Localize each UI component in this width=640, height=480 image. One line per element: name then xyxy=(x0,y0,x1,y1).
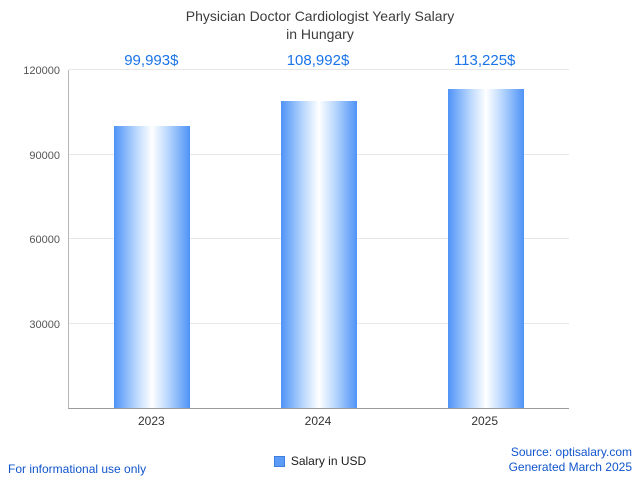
bar xyxy=(447,89,524,408)
chart-title-line1: Physician Doctor Cardiologist Yearly Sal… xyxy=(185,8,455,24)
y-tick-label: 60000 xyxy=(29,234,60,246)
bar-column-2024 xyxy=(236,70,403,408)
disclaimer-text: For informational use only xyxy=(8,462,147,476)
x-tick-label: 2023 xyxy=(137,414,165,428)
legend-label: Salary in USD xyxy=(290,454,367,468)
gridline xyxy=(69,69,569,70)
x-tick-label: 2024 xyxy=(304,414,332,428)
source-link[interactable]: Source: optisalary.com xyxy=(510,445,632,459)
generated-date: Generated March 2025 xyxy=(508,460,632,474)
bar-column-2025 xyxy=(402,70,569,408)
footer-right: Source: optisalary.com Generated March 2… xyxy=(509,445,632,475)
plot-area xyxy=(68,69,569,409)
bar-value-label: 113,225$ xyxy=(453,52,516,69)
chart-title: Physician Doctor Cardiologist Yearly Sal… xyxy=(0,7,640,43)
bar xyxy=(281,101,357,408)
y-tick-label: 90000 xyxy=(29,149,60,162)
legend: Salary in USD xyxy=(0,454,640,468)
x-tick-label: 2025 xyxy=(471,414,499,428)
bars xyxy=(69,70,569,408)
y-tick-label: 30000 xyxy=(29,318,60,331)
chart-title-line2: in Hungary xyxy=(286,26,354,43)
bar-value-label: 99,993$ xyxy=(124,52,179,69)
bar-value-labels: 99,993$ 108,992$ 113,225$ xyxy=(68,52,568,72)
bar-column-2023 xyxy=(69,70,236,408)
legend-swatch-icon xyxy=(273,455,285,467)
bar xyxy=(114,126,191,408)
bar-value-label: 108,992$ xyxy=(286,52,350,69)
x-axis-labels: 2023 2024 2025 xyxy=(68,414,568,428)
y-axis-labels: 30000 60000 90000 120000 xyxy=(0,65,60,408)
y-tick-label: 120000 xyxy=(23,65,60,77)
